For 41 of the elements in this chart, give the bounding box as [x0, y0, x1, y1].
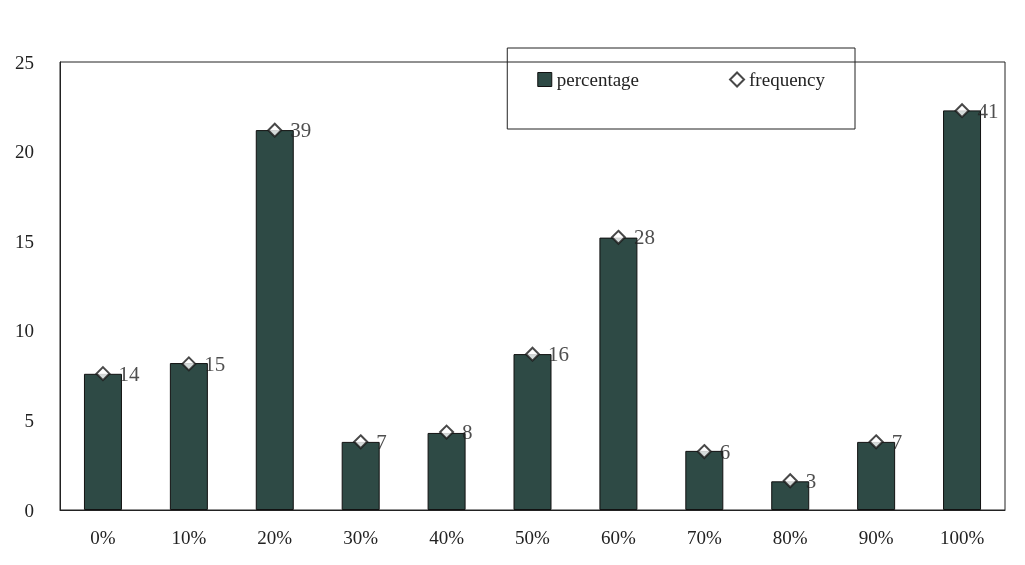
y-tick-label: 20	[15, 141, 34, 163]
data-label: 7	[376, 429, 387, 454]
data-label: 7	[891, 429, 903, 454]
data-label: 39	[290, 118, 312, 143]
y-tick-label: 5	[24, 409, 34, 431]
data-label: 41	[977, 98, 999, 123]
point	[696, 444, 712, 460]
x-tick-label: 70%	[686, 527, 722, 548]
x-tick-label: 60%	[601, 527, 636, 548]
x-tick-label: 40%	[429, 527, 465, 548]
data-label: 8	[462, 420, 473, 445]
y-tick-label: 0	[24, 499, 34, 521]
data-label: 15	[204, 351, 226, 376]
y-tick-label: 10	[15, 320, 34, 342]
point	[525, 346, 540, 362]
point	[353, 434, 369, 450]
point	[954, 103, 970, 119]
x-tick-label: 100%	[939, 527, 985, 548]
point	[267, 122, 283, 138]
point	[95, 366, 111, 382]
data-label: 14	[118, 361, 140, 386]
legend-label: frequency	[749, 69, 826, 90]
y-tick-label: 25	[15, 51, 34, 73]
x-tick-label: 20%	[257, 527, 293, 548]
x-tick-label: 90%	[858, 527, 894, 548]
point	[868, 434, 884, 450]
data-label: 6	[719, 439, 731, 464]
point	[439, 424, 455, 440]
x-tick-label: 50%	[515, 527, 551, 548]
data-label: 16	[548, 342, 569, 367]
data-label: 3	[805, 468, 817, 493]
y-tick-label: 15	[15, 230, 34, 252]
x-tick-label: 30%	[343, 527, 379, 548]
x-tick-label: 80%	[772, 527, 808, 548]
x-tick-label: 0%	[90, 527, 116, 548]
point	[610, 229, 626, 245]
x-tick-label: 10%	[171, 527, 207, 548]
legend-label: percentage	[556, 69, 640, 90]
point	[181, 356, 197, 372]
data-label: 28	[633, 225, 655, 250]
point	[782, 473, 798, 489]
